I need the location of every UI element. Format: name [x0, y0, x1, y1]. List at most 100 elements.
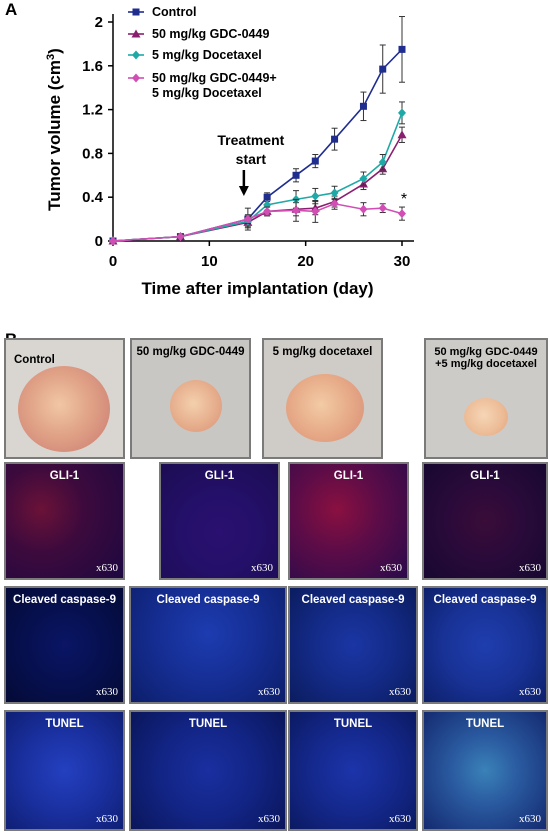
y-axis-label: Tumor volume (cm3) [45, 48, 64, 211]
row-label: TUNEL [188, 718, 228, 730]
y-tick-label: 0.4 [82, 189, 104, 206]
photo-gdc: 50 mg/kg GDC-0449 [130, 338, 251, 459]
legend-label: 50 mg/kg GDC-0449 [152, 27, 269, 41]
data-point [311, 206, 320, 216]
y-tick-label: 1.2 [82, 102, 103, 119]
data-point [330, 199, 339, 209]
data-point [243, 214, 252, 224]
data-point [359, 102, 367, 110]
tumor-photo [170, 380, 222, 432]
y-tick-label: 1.6 [82, 58, 103, 75]
data-point [132, 8, 140, 16]
gli1-combination: GLI-1 x630 [422, 462, 548, 580]
series-line [112, 112, 403, 242]
row-label: Cleaved caspase-9 [301, 594, 405, 606]
caspase9-combination: Cleaved caspase-9 x630 [422, 586, 548, 704]
x-tick-label: 0 [109, 253, 117, 270]
data-point [132, 73, 140, 83]
magnification: x630 [519, 813, 541, 825]
legend-label: 50 mg/kg GDC-0449+ 5 mg/kg Docetaxel [152, 71, 277, 100]
data-point [359, 174, 368, 184]
gli1-docetaxel: GLI-1 x630 [288, 462, 409, 580]
magnification: x630 [258, 686, 280, 698]
row-label: TUNEL [333, 718, 373, 730]
magnification: x630 [258, 813, 280, 825]
column-label: 50 mg/kg GDC-0449 [136, 346, 245, 358]
column-label: 50 mg/kg GDC-0449 +5 mg/kg docetaxel [434, 346, 538, 370]
tumor-photo [18, 366, 110, 452]
data-point [263, 193, 271, 201]
data-point [109, 236, 117, 246]
row-label: TUNEL [45, 718, 84, 730]
gli1-gdc: GLI-1 x630 [159, 462, 280, 580]
series-2 [109, 101, 406, 246]
data-point [379, 65, 387, 73]
treatment-label-line1: Treatment [217, 132, 284, 148]
magnification: x630 [380, 562, 402, 574]
row-label: Cleaved caspase-9 [156, 594, 260, 606]
photo-control: Control [4, 338, 125, 459]
data-point [378, 203, 387, 213]
data-point [397, 130, 407, 139]
treatment-label-line2: start [236, 151, 267, 167]
y-tick-label: 2 [95, 14, 103, 31]
series-3 [109, 197, 406, 246]
column-label: 5 mg/kg docetaxel [272, 346, 373, 358]
row-label: GLI-1 [470, 470, 500, 482]
caspase9-gdc: Cleaved caspase-9 x630 [129, 586, 287, 704]
caspase9-control: Cleaved caspase-9 x630 [4, 586, 125, 704]
row-label: Cleaved caspase-9 [433, 594, 537, 606]
row-label: Cleaved caspase-9 [13, 594, 116, 606]
data-point [311, 191, 320, 201]
legend-label: Control [152, 5, 196, 19]
legend-label-line: 5 mg/kg Docetaxel [152, 48, 262, 62]
data-point [292, 205, 301, 215]
legend-label-line: Control [152, 5, 196, 19]
caspase9-docetaxel: Cleaved caspase-9 x630 [288, 586, 418, 704]
tunel-control: TUNEL x630 [4, 710, 125, 831]
legend-label-line: 50 mg/kg GDC-0449+ [152, 71, 277, 85]
legend-label: 5 mg/kg Docetaxel [152, 48, 262, 62]
chart-annotations: Treatment start * [217, 132, 407, 208]
row-label: TUNEL [465, 718, 505, 730]
y-axis-label-main: Tumor volume (cm [45, 60, 64, 211]
y-axis-label-sup: 3 [45, 54, 57, 60]
x-tick-label: 10 [201, 253, 218, 270]
tunel-gdc: TUNEL x630 [129, 710, 287, 831]
data-point [398, 209, 406, 219]
x-tick-label: 30 [394, 253, 411, 270]
data-point [131, 29, 141, 38]
row-label: GLI-1 [49, 470, 80, 482]
tunel-combination: TUNEL x630 [422, 710, 548, 831]
data-point [359, 204, 368, 214]
data-point [330, 188, 339, 198]
data-point [176, 232, 185, 242]
image-grid: Control 50 mg/kg GDC-0449 5 mg/kg doceta… [4, 338, 550, 833]
photo-combination: 50 mg/kg GDC-0449 +5 mg/kg docetaxel [424, 338, 548, 459]
magnification: x630 [96, 686, 118, 698]
magnification: x630 [389, 813, 411, 825]
tumor-photo [464, 398, 508, 436]
data-point [263, 206, 272, 216]
tunel-docetaxel: TUNEL x630 [288, 710, 418, 831]
magnification: x630 [96, 813, 118, 825]
x-axis-label: Time after implantation (day) [141, 279, 373, 298]
series-layer [108, 16, 407, 246]
data-point [378, 157, 387, 167]
row-label: GLI-1 [204, 470, 235, 482]
data-point [132, 50, 140, 60]
row-label: GLI-1 [333, 470, 364, 482]
magnification: x630 [389, 686, 411, 698]
magnification: x630 [96, 562, 118, 574]
magnification: x630 [519, 562, 541, 574]
data-point [292, 171, 300, 179]
legend-label-line: 5 mg/kg Docetaxel [152, 86, 262, 100]
magnification: x630 [251, 562, 273, 574]
legend-label-line: 50 mg/kg GDC-0449 [152, 27, 269, 41]
data-point [398, 45, 406, 53]
y-tick-label: 0 [95, 233, 103, 250]
significance-star: * [401, 191, 407, 208]
data-point [311, 157, 319, 165]
